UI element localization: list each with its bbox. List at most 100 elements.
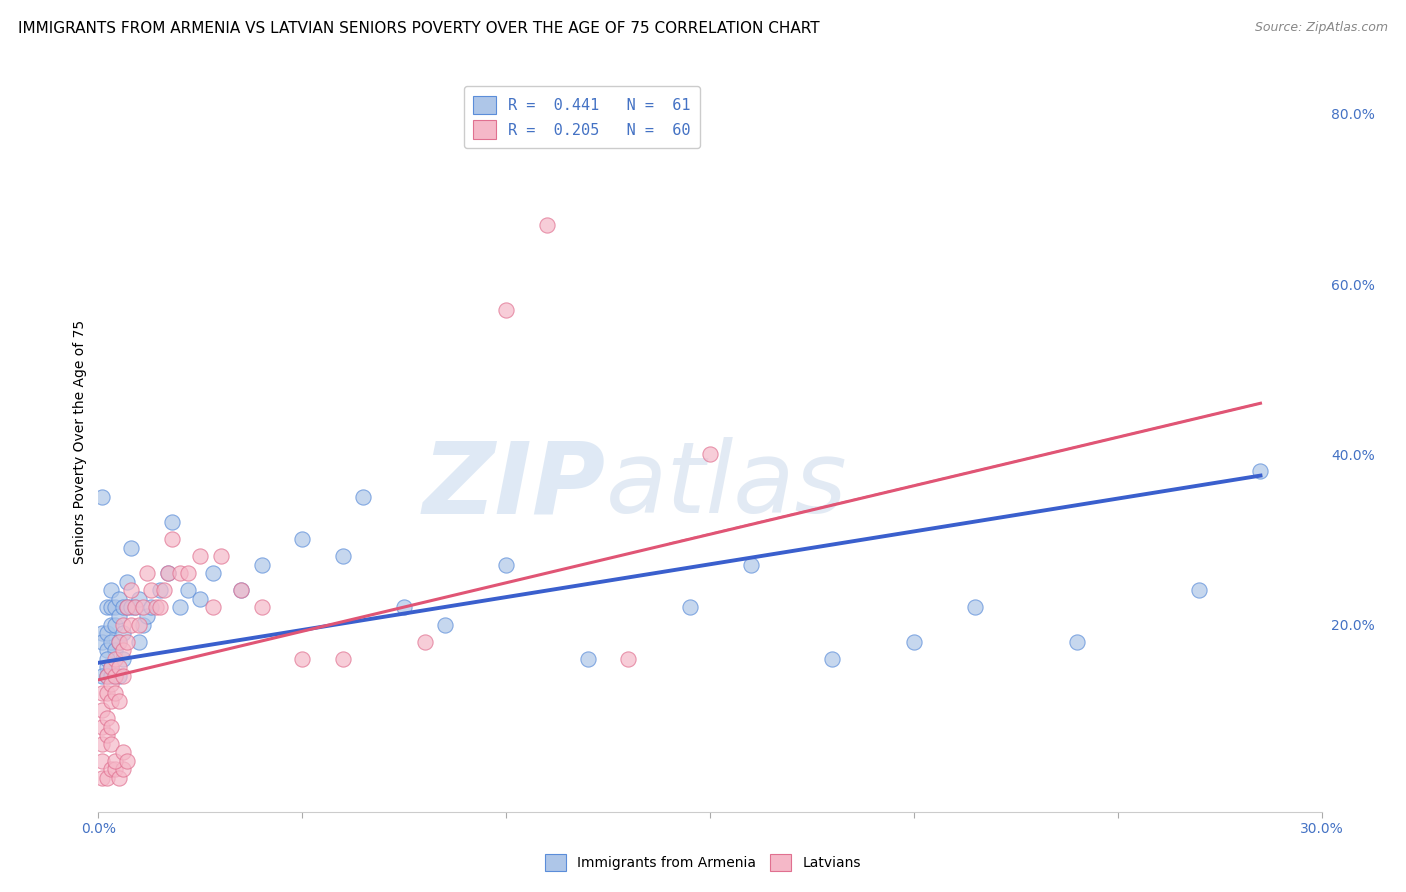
Point [177,566,200,581]
Point [91,720,114,734]
Point [108,634,131,648]
Point [100,762,122,776]
Point [100,617,122,632]
Point [91,754,114,768]
Point [91,703,114,717]
Point [96,685,118,699]
Point [177,583,200,598]
Point [104,617,127,632]
Point [115,600,138,615]
Point [152,583,174,598]
Point [120,617,142,632]
Point [111,626,134,640]
Point [104,643,127,657]
Point [104,685,127,699]
Point [699,447,721,461]
Point [100,634,122,648]
Point [141,583,163,598]
Text: ZIP: ZIP [423,437,606,534]
Point [141,600,163,615]
Point [91,685,114,699]
Point [201,566,224,581]
Point [104,651,127,665]
Point [100,694,122,708]
Point [231,583,253,598]
Point [91,634,114,648]
Point [91,490,114,504]
Point [188,591,212,606]
Point [108,668,131,682]
Point [128,591,150,606]
Point [91,737,114,751]
Point [115,574,138,589]
Point [100,660,122,674]
Point [111,762,134,776]
Point [120,583,142,598]
Text: atlas: atlas [606,437,848,534]
Point [100,668,122,682]
Point [392,600,416,615]
Point [132,600,155,615]
Point [250,558,273,572]
Point [111,600,134,615]
Point [100,660,122,674]
Point [100,600,122,615]
Point [536,218,558,232]
Point [332,651,354,665]
Point [108,660,131,674]
Point [111,617,134,632]
Y-axis label: Seniors Poverty Over the Age of 75: Seniors Poverty Over the Age of 75 [73,319,87,564]
Point [145,600,167,615]
Point [903,634,925,648]
Point [160,516,183,530]
Point [188,549,212,564]
Point [231,583,253,598]
Point [149,583,172,598]
Point [96,771,118,785]
Point [821,651,844,665]
Point [332,549,354,564]
Point [740,558,762,572]
Point [104,668,127,682]
Point [576,651,599,665]
Point [91,626,114,640]
Point [201,600,224,615]
Point [495,302,517,317]
Point [100,583,122,598]
Point [169,600,191,615]
Point [169,566,191,581]
Point [250,600,273,615]
Point [111,745,134,759]
Point [115,600,138,615]
Point [156,566,179,581]
Point [149,600,172,615]
Point [132,617,155,632]
Point [679,600,702,615]
Point [100,677,122,691]
Legend: R =  0.441   N =  61, R =  0.205   N =  60: R = 0.441 N = 61, R = 0.205 N = 60 [464,87,700,148]
Point [96,651,118,665]
Point [100,737,122,751]
Point [96,660,118,674]
Point [96,668,118,682]
Point [160,533,183,547]
Point [96,711,118,725]
Point [120,600,142,615]
Point [291,651,314,665]
Point [291,533,314,547]
Point [91,668,114,682]
Point [104,754,127,768]
Point [104,762,127,776]
Point [108,694,131,708]
Point [1066,634,1088,648]
Point [136,609,159,624]
Point [115,634,138,648]
Point [104,668,127,682]
Point [111,668,134,682]
Point [108,771,131,785]
Point [96,668,118,682]
Point [128,634,150,648]
Legend: Immigrants from Armenia, Latvians: Immigrants from Armenia, Latvians [540,848,866,876]
Point [617,651,640,665]
Point [1249,464,1271,478]
